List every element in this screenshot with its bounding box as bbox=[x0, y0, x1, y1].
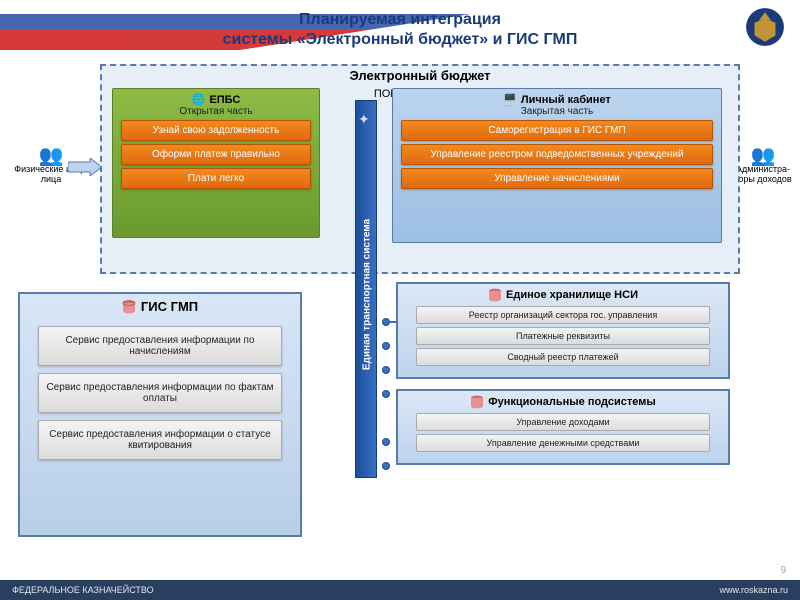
fp-item-0[interactable]: Управление доходами bbox=[416, 413, 710, 431]
footer-bar: ФЕДЕРАЛЬНОЕ КАЗНАЧЕЙСТВО www.roskazna.ru bbox=[0, 580, 800, 600]
footer-right: www.roskazna.ru bbox=[719, 585, 788, 595]
connector-dot bbox=[382, 342, 390, 350]
right-column: Единое хранилище НСИ Реестр организаций … bbox=[396, 282, 730, 465]
database-icon bbox=[488, 288, 502, 302]
lk-header: 🖥️ Личный кабинет bbox=[397, 93, 717, 106]
lk-subtitle: Закрытая часть bbox=[397, 106, 717, 117]
lk-title: Личный кабинет bbox=[521, 94, 611, 106]
epbs-item-2[interactable]: Плати легко bbox=[121, 168, 311, 189]
lk-item-0[interactable]: Саморегистрация в ГИС ГМП bbox=[401, 120, 713, 141]
nsi-item-0[interactable]: Реестр организаций сектора гос. управлен… bbox=[416, 306, 710, 324]
epbs-subtitle: Открытая часть bbox=[117, 106, 315, 117]
globe-icon: 🌐 bbox=[192, 93, 206, 106]
gis-item-1[interactable]: Сервис предоставления информации по факт… bbox=[38, 373, 282, 413]
gis-title-row: ГИС ГМП bbox=[20, 294, 300, 319]
title-line-1: Планируемая интеграция bbox=[0, 10, 800, 30]
database-icon bbox=[470, 395, 484, 409]
monitor-icon: 🖥️ bbox=[503, 93, 517, 106]
gis-gmp-panel: ГИС ГМП Сервис предоставления информации… bbox=[18, 292, 302, 537]
transport-system-bar: ✦ Единая транспортная система bbox=[355, 100, 377, 478]
database-icon bbox=[122, 300, 136, 314]
connector-dot bbox=[382, 318, 390, 326]
epbs-item-0[interactable]: Узнай свою задолженность bbox=[121, 120, 311, 141]
title-line-2: системы «Электронный бюджет» и ГИС ГМП bbox=[0, 30, 800, 50]
lk-item-2[interactable]: Управление начислениями bbox=[401, 168, 713, 189]
page-title: Планируемая интеграция системы «Электрон… bbox=[0, 10, 800, 50]
transport-label: Единая транспортная система bbox=[362, 106, 373, 484]
functional-subsystems-panel: Функциональные подсистемы Управление дох… bbox=[396, 389, 730, 465]
nsi-panel: Единое хранилище НСИ Реестр организаций … bbox=[396, 282, 730, 379]
epbs-title: ЕПБС bbox=[209, 94, 240, 106]
footer-left: ФЕДЕРАЛЬНОЕ КАЗНАЧЕЙСТВО bbox=[12, 585, 154, 595]
epbs-panel: 🌐 ЕПБС Открытая часть Узнай свою задолже… bbox=[112, 88, 320, 238]
main-box-title: Электронный бюджет bbox=[102, 68, 738, 83]
nsi-item-2[interactable]: Сводный реестр платежей bbox=[416, 348, 710, 366]
fp-title: Функциональные подсистемы bbox=[488, 396, 656, 408]
nsi-title: Единое хранилище НСИ bbox=[506, 289, 638, 301]
connector-dot bbox=[382, 462, 390, 470]
gis-item-0[interactable]: Сервис предоставления информации по начи… bbox=[38, 326, 282, 366]
fp-item-1[interactable]: Управление денежными средствами bbox=[416, 434, 710, 452]
personal-cabinet-panel: 🖥️ Личный кабинет Закрытая часть Саморег… bbox=[392, 88, 722, 243]
fp-title-row: Функциональные подсистемы bbox=[406, 395, 720, 409]
connector-dot bbox=[382, 366, 390, 374]
epbs-header: 🌐 ЕПБС bbox=[117, 93, 315, 106]
page-number: 9 bbox=[780, 565, 786, 576]
lk-item-1[interactable]: Управление реестром подведомственных учр… bbox=[401, 144, 713, 165]
epbs-item-1[interactable]: Оформи платеж правильно bbox=[121, 144, 311, 165]
nsi-item-1[interactable]: Платежные реквизиты bbox=[416, 327, 710, 345]
gis-item-2[interactable]: Сервис предоставления информации о стату… bbox=[38, 420, 282, 460]
gis-title: ГИС ГМП bbox=[141, 299, 198, 314]
connector-dot bbox=[382, 390, 390, 398]
nsi-title-row: Единое хранилище НСИ bbox=[406, 288, 720, 302]
connector-dot bbox=[382, 438, 390, 446]
electronic-budget-container: Электронный бюджет 🌐 ЕПБС Открытая часть… bbox=[100, 64, 740, 274]
arrow-right-icon bbox=[68, 158, 102, 176]
